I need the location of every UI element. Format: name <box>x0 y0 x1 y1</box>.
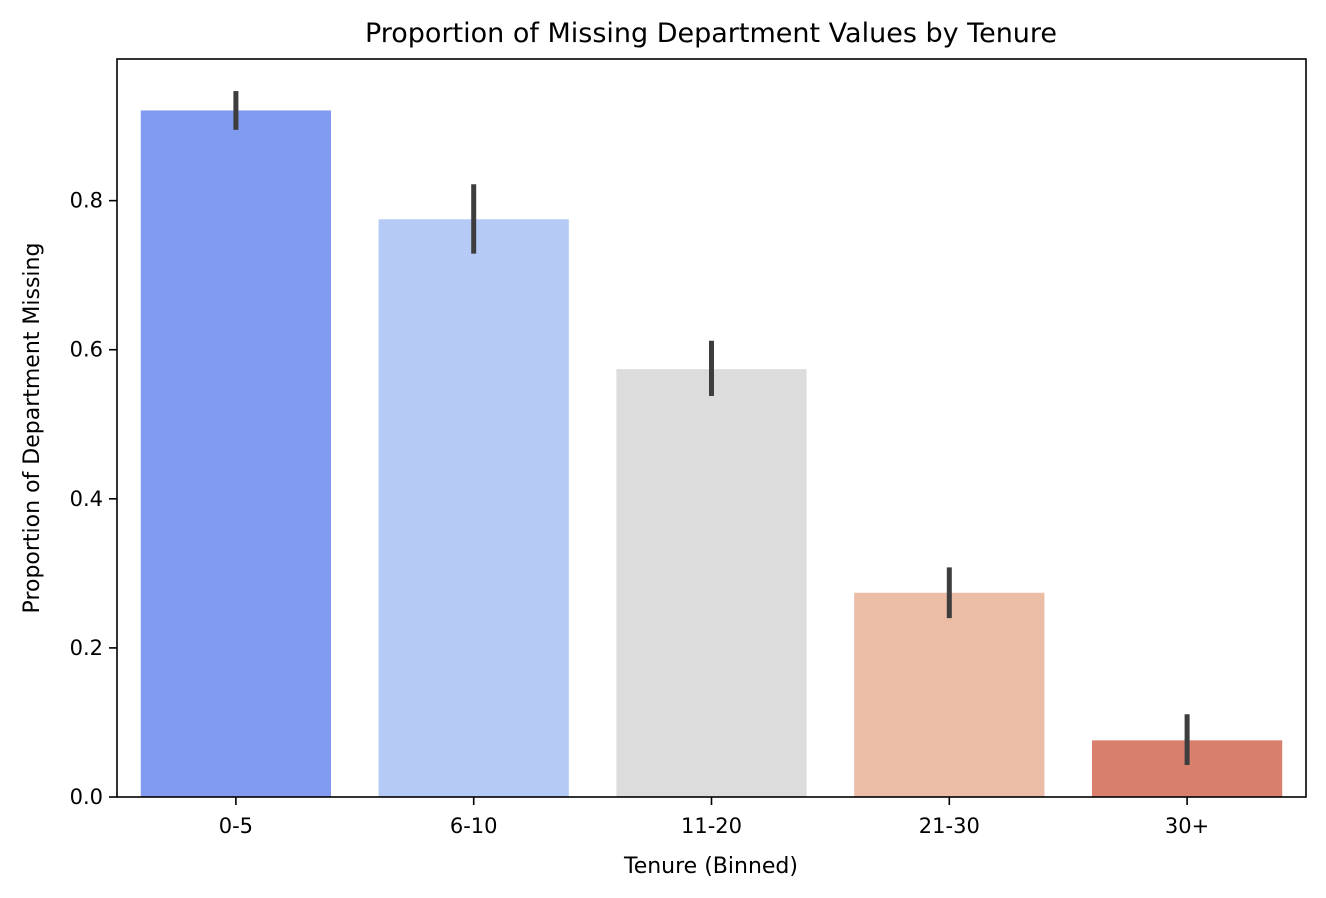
y-tick-label: 0.6 <box>70 338 103 362</box>
bar-0-5 <box>140 110 332 798</box>
x-tick-label: 30+ <box>1165 814 1209 838</box>
x-tick-label: 11-20 <box>681 814 742 838</box>
x-axis: 0-5 6-10 11-20 21-30 30+ <box>219 797 1209 838</box>
y-axis-label: Proportion of Department Missing <box>20 243 45 614</box>
x-tick-label: 21-30 <box>919 814 980 838</box>
y-tick-label: 0.0 <box>70 785 103 809</box>
bar-21-30 <box>854 592 1045 797</box>
y-tick-label: 0.4 <box>70 487 103 511</box>
y-tick-label: 0.2 <box>70 636 103 660</box>
bar-6-10 <box>378 219 569 798</box>
x-tick-label: 0-5 <box>219 814 253 838</box>
y-axis: 0.0 0.2 0.4 0.6 0.8 <box>70 189 117 809</box>
x-axis-label: Tenure (Binned) <box>623 854 798 879</box>
chart-title: Proportion of Missing Department Values … <box>365 18 1057 49</box>
x-tick-label: 6-10 <box>450 814 498 838</box>
bar-11-20 <box>616 369 807 797</box>
y-tick-label: 0.8 <box>70 189 103 213</box>
bars-layer <box>140 110 1283 798</box>
error-bars-layer <box>233 91 1190 765</box>
